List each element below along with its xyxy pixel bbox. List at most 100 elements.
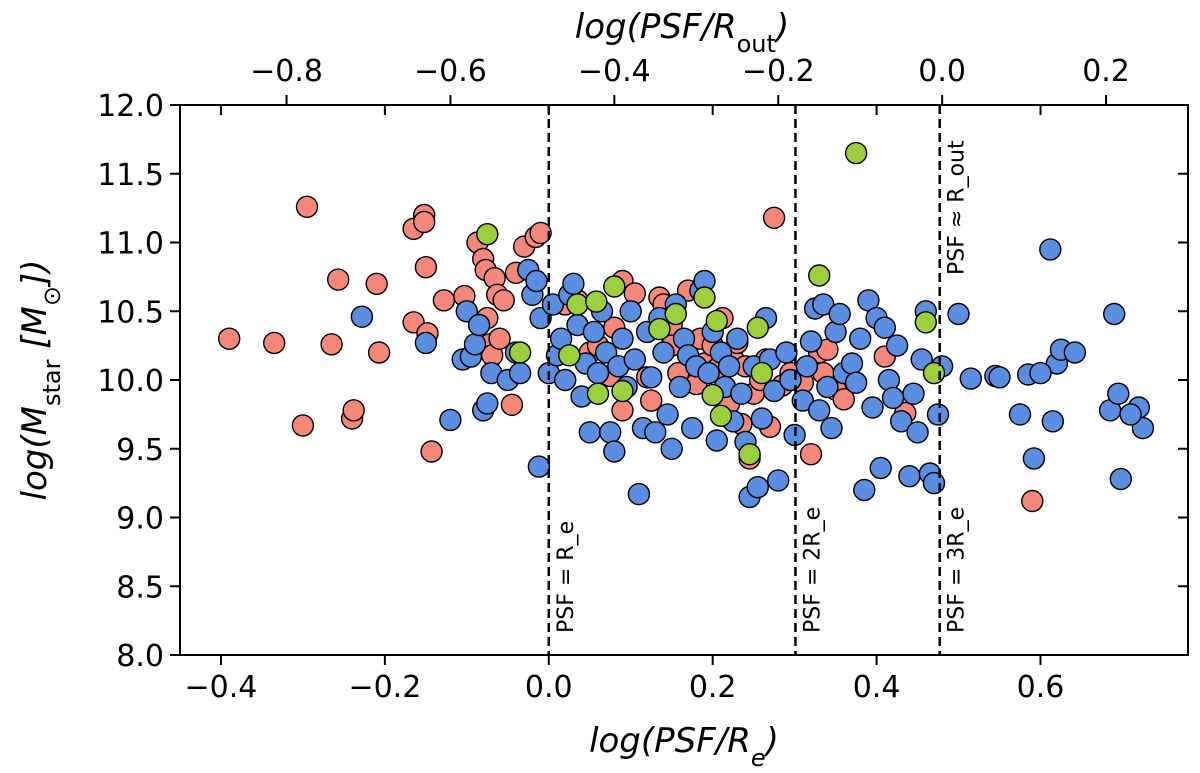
point-blue-51 — [668, 375, 692, 399]
top-tick-label-5: 0.2 — [1082, 54, 1130, 89]
point-red-8 — [365, 272, 388, 295]
point-green-11 — [701, 383, 724, 407]
point-green-19 — [914, 311, 937, 334]
point-red-2 — [295, 195, 319, 219]
point-blue-47 — [652, 341, 675, 364]
point-red-44 — [640, 389, 663, 412]
point-blue-41 — [627, 482, 651, 506]
point-blue-123 — [1063, 341, 1087, 364]
reference-lines: PSF = R_e PSF = 2R_e PSF = 3R_e PSF ≈ R_out — [547, 105, 970, 655]
point-blue-71 — [750, 407, 774, 430]
point-blue-130 — [1119, 403, 1142, 426]
point-blue-86 — [820, 416, 843, 440]
point-blue-83 — [808, 399, 831, 422]
point-blue-80 — [795, 355, 819, 378]
point-red-28 — [492, 289, 515, 312]
point-blue-113 — [959, 367, 982, 390]
point-blue-91 — [844, 371, 868, 394]
point-blue-48 — [656, 403, 679, 426]
point-blue-7 — [467, 313, 491, 337]
point-red-17 — [432, 289, 456, 312]
point-green-8 — [648, 317, 671, 341]
point-blue-44 — [640, 366, 663, 389]
point-blue-31 — [586, 361, 610, 385]
point-blue-74 — [762, 379, 786, 403]
point-blue-37 — [611, 327, 634, 350]
point-blue-49 — [660, 437, 683, 460]
point-green-2 — [558, 344, 581, 367]
point-blue-93 — [853, 478, 876, 502]
x-tick-label-0: −0.4 — [185, 670, 258, 705]
point-green-1 — [508, 341, 532, 364]
point-red-5 — [327, 268, 350, 291]
y-tick-label-3: 9.5 — [116, 433, 164, 468]
point-blue-70 — [746, 476, 769, 499]
x-axis-title: log(PSF/Re) — [589, 721, 779, 772]
point-green-16 — [750, 361, 774, 385]
point-blue-25 — [562, 272, 585, 295]
point-red-3 — [291, 414, 315, 437]
x-tick-label-4: 0.4 — [853, 670, 901, 705]
x-tick-label-2: 0.0 — [525, 670, 573, 705]
point-blue-30 — [582, 320, 606, 344]
vline-label-2: PSF = 3R_e — [945, 507, 970, 633]
point-green-4 — [585, 290, 608, 313]
point-green-18 — [844, 141, 868, 165]
y-tick-label-2: 9.0 — [116, 502, 164, 537]
point-blue-6 — [463, 333, 487, 356]
point-red-4 — [320, 333, 343, 356]
y-tick-label-0: 8.0 — [116, 639, 164, 674]
point-green-0 — [476, 222, 499, 246]
top-x-axis-ticks: −0.8 −0.6 −0.4 −0.2 0.0 0.2 — [250, 54, 1130, 113]
top-x-axis-title: log(PSF/Rout) — [575, 7, 789, 58]
point-blue-104 — [902, 382, 925, 405]
point-blue-118 — [1022, 447, 1046, 470]
point-blue-131 — [1029, 361, 1052, 385]
point-green-10 — [693, 286, 716, 309]
point-blue-35 — [603, 440, 626, 463]
y-tick-label-4: 10.0 — [97, 364, 164, 399]
y-tick-label-1: 8.5 — [116, 570, 164, 605]
point-blue-119 — [1039, 238, 1062, 261]
point-green-17 — [808, 264, 831, 287]
axis-ticks: −0.4 −0.2 0.0 0.2 0.4 0.6 8.0 8.5 9.0 9.5 10.0 10.5… — [97, 89, 1188, 705]
point-blue-65 — [726, 327, 749, 350]
point-green-15 — [746, 316, 769, 339]
point-blue-112 — [947, 302, 970, 326]
top-tick-label-3: −0.2 — [742, 54, 815, 89]
point-red-79 — [1021, 489, 1044, 513]
point-red-14 — [414, 256, 438, 279]
point-blue-92 — [849, 327, 872, 350]
point-blue-60 — [705, 429, 728, 452]
top-tick-label-4: 0.0 — [918, 54, 966, 89]
point-blue-126 — [1107, 382, 1130, 405]
point-red-13 — [413, 210, 436, 234]
point-red-16 — [420, 440, 443, 463]
point-blue-110 — [926, 403, 950, 426]
point-blue-120 — [1041, 410, 1065, 433]
x-tick-label-3: 0.2 — [689, 670, 737, 705]
point-blue-84 — [812, 293, 835, 316]
point-blue-17 — [527, 455, 551, 478]
point-red-9 — [367, 341, 391, 364]
point-blue-85 — [816, 375, 839, 399]
point-blue-34 — [599, 421, 622, 444]
point-red-71 — [799, 443, 823, 466]
point-blue-90 — [840, 352, 864, 375]
point-blue-54 — [681, 416, 704, 440]
point-red-0 — [217, 327, 241, 350]
point-blue-75 — [767, 469, 790, 492]
point-blue-39 — [619, 300, 642, 323]
x-tick-label-5: 0.6 — [1017, 670, 1065, 705]
point-blue-9 — [476, 392, 499, 415]
point-green-20 — [922, 361, 946, 385]
point-red-41 — [611, 399, 634, 422]
point-blue-63 — [717, 355, 741, 378]
point-blue-101 — [885, 334, 909, 357]
point-blue-97 — [869, 456, 892, 480]
top-tick-label-1: −0.6 — [414, 54, 487, 89]
top-tick-label-0: −0.8 — [250, 54, 323, 89]
point-blue-103 — [898, 465, 921, 488]
point-red-1 — [263, 331, 286, 355]
point-red-33 — [529, 221, 552, 245]
